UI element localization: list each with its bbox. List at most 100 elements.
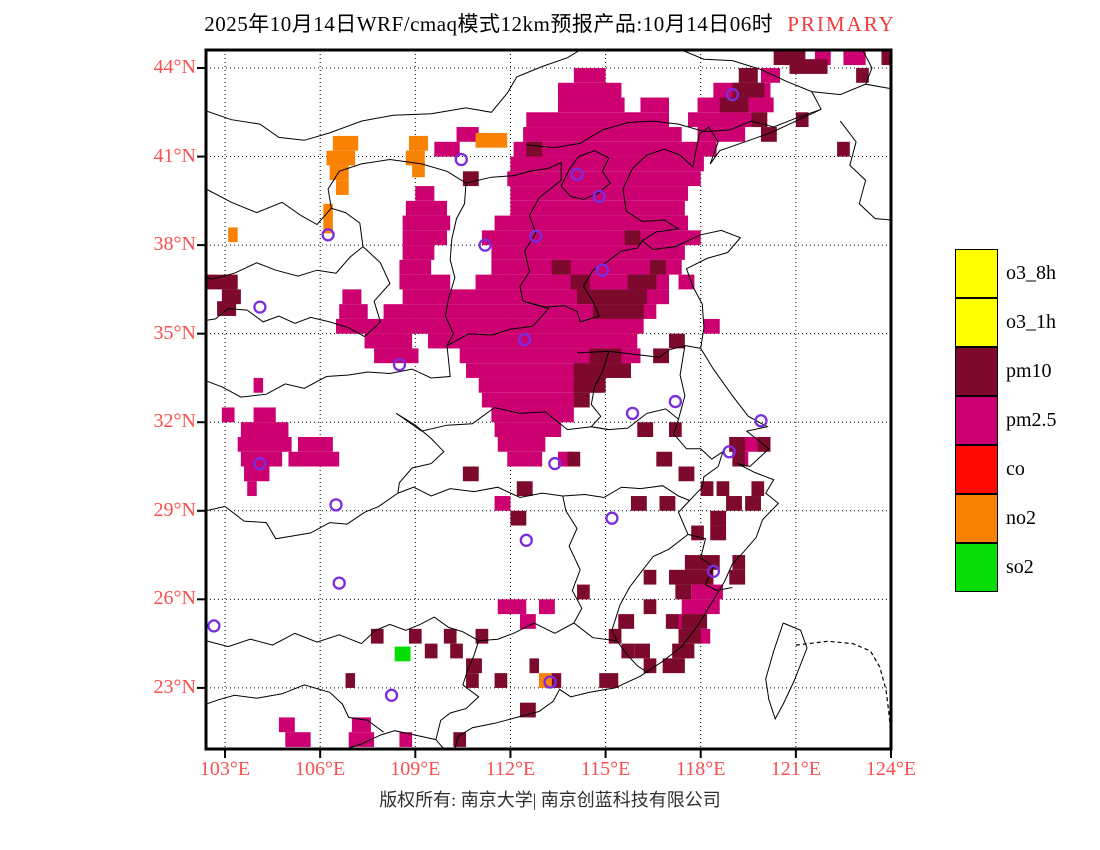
pm10-cell [510,510,527,526]
city-marker [592,189,606,204]
pm25-cell [339,304,368,319]
city-marker [706,564,721,578]
boundary-line [611,534,689,641]
lon-tick-label: 112°E [485,758,536,780]
lat-tick-label: 32°N [153,410,196,433]
boundary-line [206,308,330,324]
pm25-cell [481,392,578,408]
pm25-cell [351,717,371,733]
lon-tick-label: 109°E [390,758,441,780]
pm10-cell [726,496,742,511]
pm25-cell [538,599,555,615]
pm10-cell [729,569,746,585]
lat-tick-label: 23°N [153,675,196,698]
city-marker [625,406,640,421]
pm10-cell [424,643,438,659]
legend-swatch-pm2.5 [955,396,998,445]
legend-label-o3_1h: o3_1h [1006,311,1056,333]
pm25-cell [640,97,670,113]
city-marker [529,229,543,243]
pm10-cell [618,614,635,629]
pm10-cell [675,584,692,600]
pm10-cell [551,259,571,275]
boundary-line [206,492,399,540]
pm25-cell [237,436,292,452]
pm10-cell [669,569,714,585]
pm10-cell [732,451,746,467]
pm25-cell [491,245,685,260]
boundary-line [206,158,467,280]
pm25-cell [240,422,289,437]
city-marker [543,675,557,689]
city-marker [548,456,562,471]
lat-tick-label: 29°N [153,498,196,521]
city-marker [570,167,584,181]
boundary-line [206,684,384,733]
pm10-cell [475,628,489,644]
pm10-cell [217,301,237,316]
pm25-cell [558,97,625,113]
pm25-cell [519,614,536,629]
pm10-cell [494,673,508,688]
boundary-line [765,622,808,721]
pm10-cell [760,127,777,142]
pm10-cell [691,525,704,541]
pm25-cell [456,127,479,142]
no2-cell [405,150,425,166]
pm25-cell [481,230,701,246]
page-title: 2025年10月14日WRF/cmaq模式12km预报产品:10月14日06时 P… [0,8,1100,38]
pm25-cell [513,141,717,157]
plot-frame [204,48,893,751]
boundary-line [839,120,891,221]
boundary-line [396,406,724,467]
city-marker [595,263,610,277]
lat-tick-label: 26°N [153,587,196,610]
pm10-cell [526,141,543,157]
domain-edge-line [795,640,891,742]
pm10-cell [719,97,749,113]
pm10-cell [643,658,657,674]
lat-tick-label: 35°N [153,321,196,344]
pm10-cell [466,658,482,674]
city-marker [332,576,346,590]
pm10-cell [678,466,695,482]
legend-swatch-co [955,445,998,494]
title-primary-tag: PRIMARY [787,12,896,36]
pm25-cell [558,82,622,98]
boundary-line [206,629,377,648]
pm25-cell [405,200,448,216]
pm25-cell [244,466,270,482]
boundary-line [206,345,451,398]
boundary-line [396,412,445,494]
pm10-cell [519,702,536,718]
boundary-line [677,466,733,592]
pm10-cell [624,230,641,246]
legend-label-pm2.5: pm2.5 [1006,409,1057,431]
pm10-cell [577,289,647,305]
pm10-cell [221,289,241,305]
boundary-line [522,238,645,323]
pm10-cell [751,481,765,497]
pm25-cell [507,171,701,187]
pm25-cell [703,318,720,334]
pm25-cell [253,377,264,393]
pm10-cell [669,333,685,349]
boundary-line [454,108,822,749]
pm25-cell [510,186,689,201]
pm25-cell [678,274,695,290]
pm25-cell [253,407,276,423]
pm25-cell [399,732,413,747]
pm10-cell [630,496,647,511]
legend-swatch-so2 [955,543,998,592]
pm25-cell [342,289,362,305]
boundary-line [206,50,581,141]
pm10-cell [599,673,619,688]
pm25-cell [402,245,435,260]
pm10-cell [634,643,650,659]
city-marker [668,394,683,409]
no2-cell [332,135,359,151]
pm25-cell [760,68,781,83]
boundary-line [616,640,649,674]
boundaries [206,50,891,749]
